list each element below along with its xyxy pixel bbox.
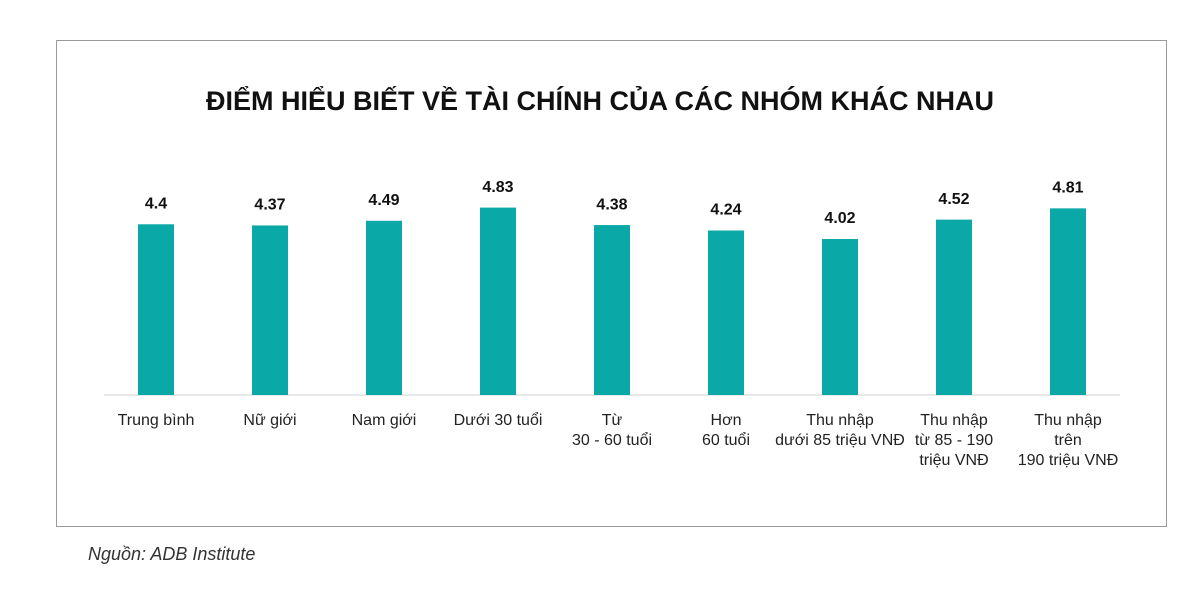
x-tick-label: Từ 30 - 60 tuổi (571, 412, 653, 449)
value-label: 4.52 (938, 191, 969, 208)
value-label: 4.4 (145, 195, 167, 212)
source: Nguồn: ADB Institute (88, 544, 256, 564)
bar (822, 239, 858, 395)
value-label: 4.81 (1052, 180, 1083, 197)
value-label: 4.83 (482, 179, 513, 196)
bar (936, 219, 972, 395)
value-label: 4.02 (824, 210, 855, 227)
x-tick-label: Thu nhập trên 190 triệu VNĐ (1017, 412, 1119, 469)
value-label: 4.49 (368, 192, 399, 209)
x-tick-label: Nữ giới (243, 412, 297, 429)
bar (366, 220, 402, 395)
x-tick-label: Hơn 60 tuổi (701, 412, 751, 449)
bar (594, 225, 630, 395)
chart-frame (56, 40, 1167, 527)
bar (480, 207, 516, 395)
bar (138, 224, 174, 395)
x-tick-label: Thu nhập từ 85 - 190 triệu VNĐ (914, 412, 994, 469)
bar (252, 225, 288, 395)
x-tick-label: Thu nhập dưới 85 triệu VNĐ (775, 412, 905, 449)
bar (1050, 208, 1086, 395)
x-tick-label: Nam giới (351, 412, 417, 429)
bar (708, 230, 744, 395)
x-tick-label: Trung bình (117, 412, 195, 429)
chart-title: ĐIỂM HIỂU BIẾT VỀ TÀI CHÍNH CỦA CÁC NHÓM… (206, 84, 994, 116)
value-label: 4.24 (710, 202, 741, 219)
x-tick-label: Dưới 30 tuổi (453, 412, 543, 429)
value-label: 4.37 (254, 197, 285, 214)
value-label: 4.38 (596, 196, 627, 213)
